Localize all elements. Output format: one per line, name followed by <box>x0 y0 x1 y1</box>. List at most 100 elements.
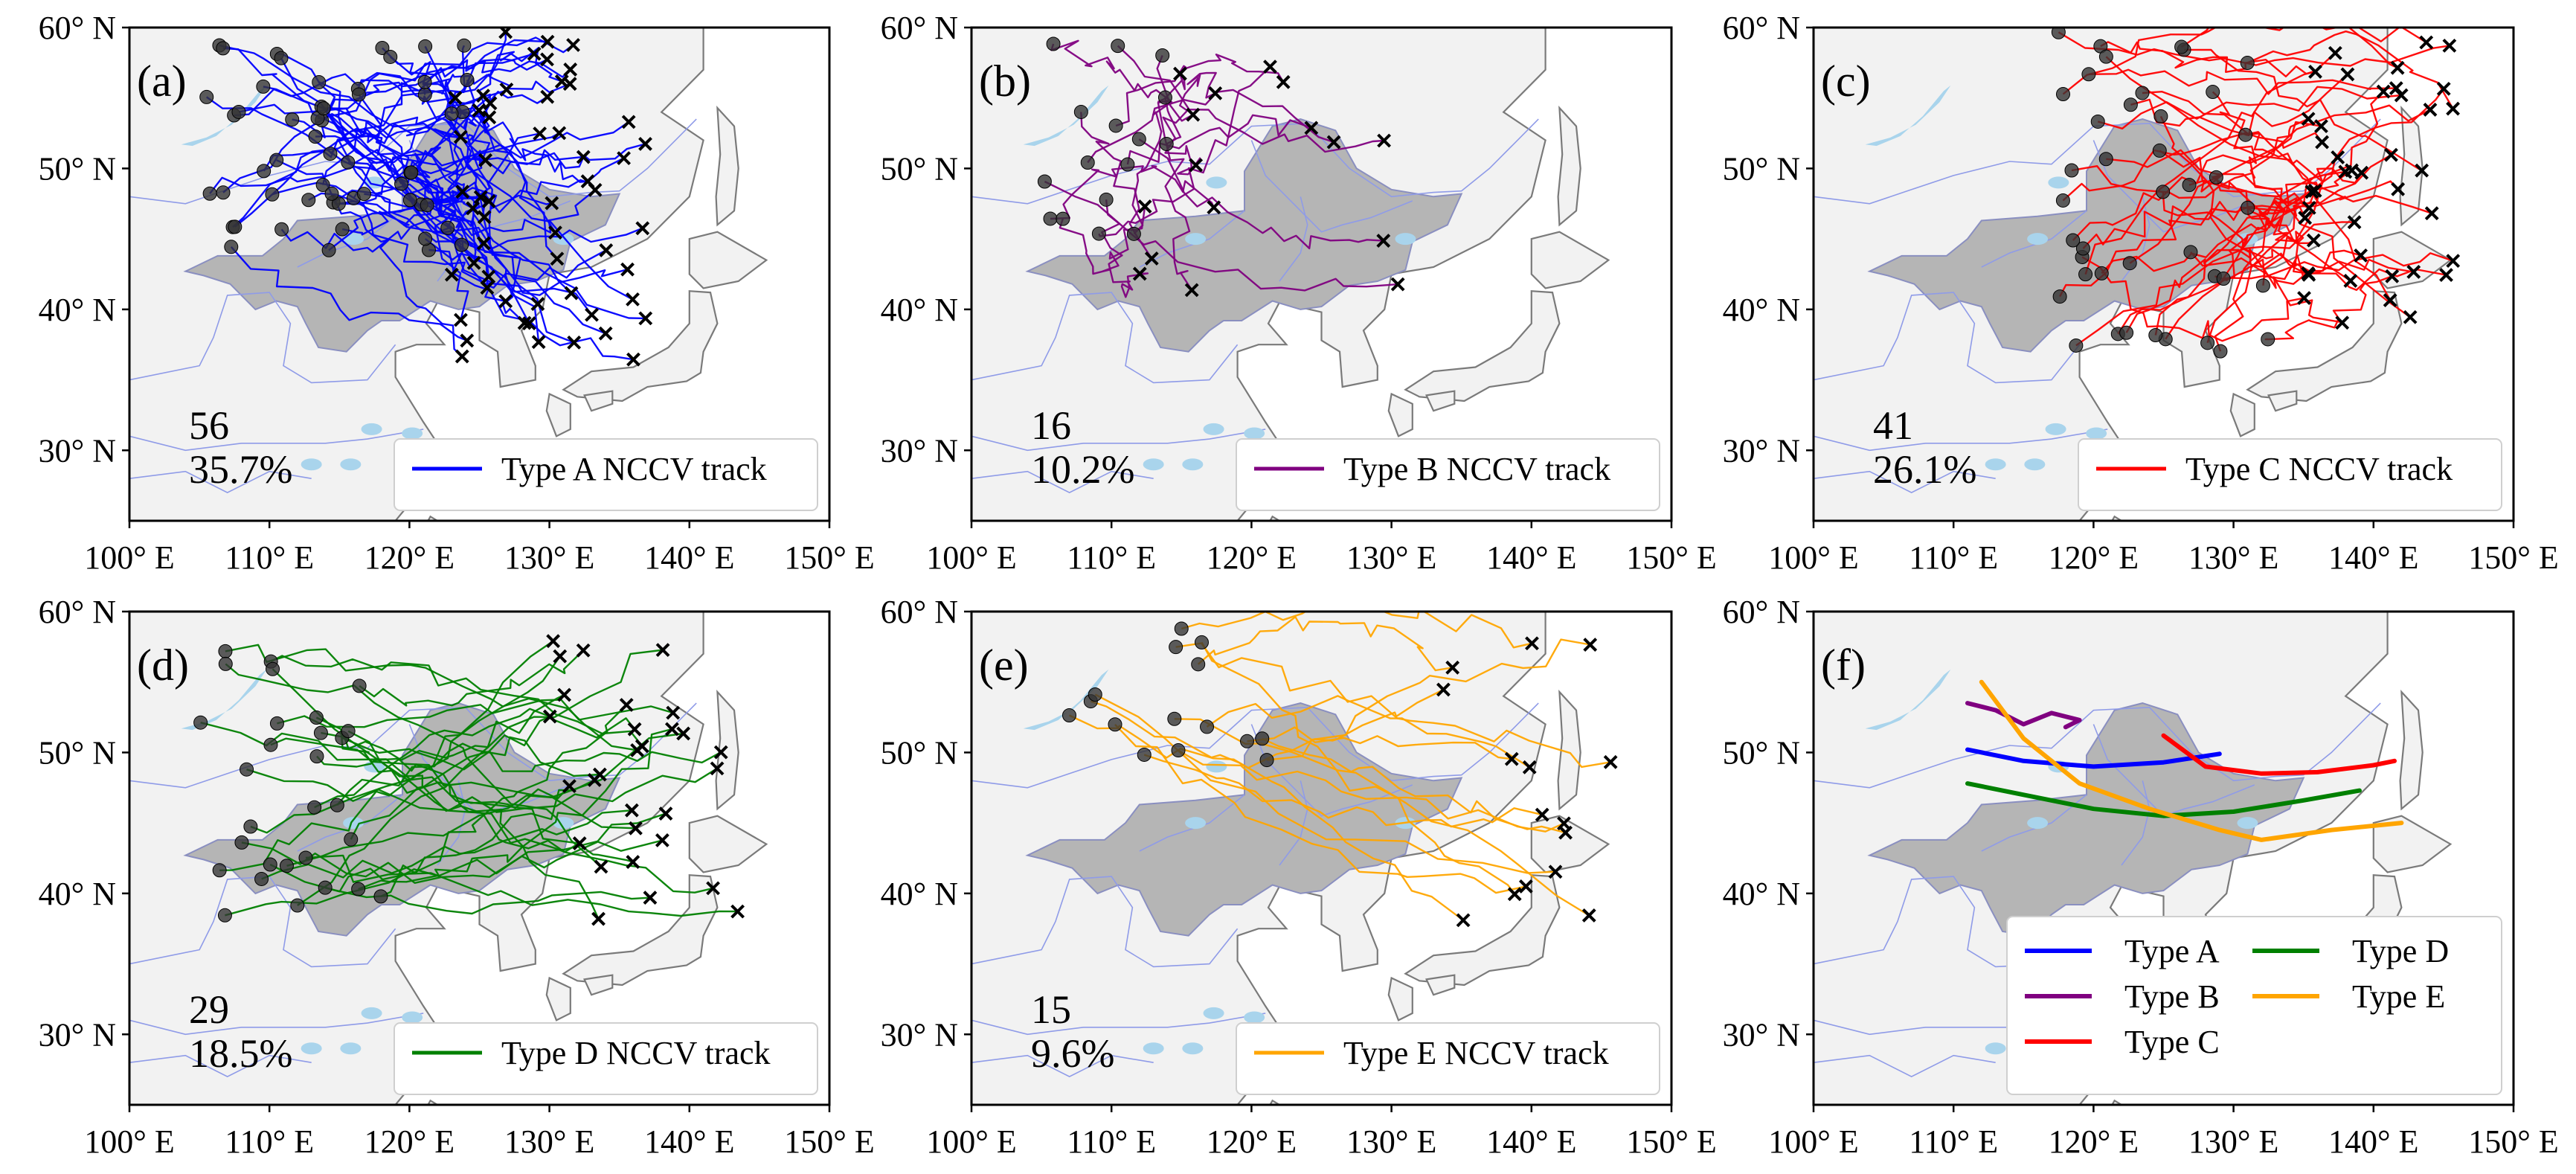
lysis-marker <box>1548 865 1563 879</box>
island <box>1387 392 1413 437</box>
lysis-marker <box>1377 133 1392 148</box>
legend-label: Type B <box>2124 978 2220 1015</box>
island <box>715 689 739 811</box>
x-tick-label: 100° E <box>84 1123 174 1160</box>
lake <box>340 1042 362 1055</box>
lysis-marker <box>2302 200 2316 215</box>
genesis-marker <box>2135 86 2150 100</box>
genesis-marker <box>1108 118 1123 133</box>
x-tick-label: 120° E <box>364 539 455 576</box>
genesis-marker <box>341 724 356 739</box>
lysis-marker <box>455 349 469 364</box>
track-line <box>1262 737 1566 834</box>
lysis-marker <box>587 773 602 787</box>
genesis-marker <box>218 644 233 658</box>
track-line <box>2246 31 2454 109</box>
track-line <box>2088 68 2397 95</box>
lysis-marker <box>1436 682 1451 697</box>
lake <box>1985 458 2006 471</box>
track-line <box>347 730 634 863</box>
river <box>129 1013 424 1036</box>
lysis-marker <box>621 115 636 129</box>
lysis-marker <box>2419 35 2434 50</box>
x-tick-label: 110° E <box>225 1123 314 1160</box>
legend: Type C NCCV track <box>2078 438 2502 511</box>
genesis-marker <box>418 39 433 54</box>
x-tick-label: 140° E <box>2328 539 2418 576</box>
lake <box>402 427 423 440</box>
track-line <box>1201 641 1516 895</box>
island <box>562 290 719 402</box>
y-tick-label: 40° N <box>1723 876 1800 912</box>
genesis-marker <box>2261 332 2275 347</box>
track-count: 15 <box>1031 987 1071 1032</box>
lysis-marker <box>2389 81 2403 96</box>
lysis-marker <box>481 269 496 284</box>
lysis-marker <box>2340 67 2355 82</box>
genesis-marker <box>1131 132 1146 147</box>
x-tick-label: 120° E <box>2049 1123 2139 1160</box>
y-tick-label: 60° N <box>39 594 116 630</box>
lake <box>301 1042 322 1055</box>
x-tick-label: 150° E <box>784 1123 874 1160</box>
lysis-marker <box>588 182 603 197</box>
track-line <box>450 47 562 115</box>
genesis-marker <box>1108 717 1122 732</box>
legend-box <box>394 438 818 511</box>
track-count: 56 <box>189 403 229 448</box>
genesis-marker <box>2090 114 2105 129</box>
marker-group <box>1061 621 1618 928</box>
lysis-marker <box>664 722 679 737</box>
genesis-marker <box>331 196 346 211</box>
track-line <box>219 655 561 871</box>
lysis-marker <box>460 333 475 348</box>
lake <box>1206 176 1227 189</box>
genesis-marker <box>1120 157 1135 172</box>
river <box>437 780 466 866</box>
island <box>1424 390 1456 412</box>
y-tick-label: 40° N <box>881 292 958 328</box>
lysis-marker <box>591 911 606 926</box>
island <box>2372 815 2453 873</box>
genesis-marker <box>2098 49 2113 64</box>
river <box>1250 140 1413 233</box>
lysis-marker <box>617 151 632 166</box>
lysis-marker <box>557 687 571 702</box>
genesis-marker <box>2094 266 2109 280</box>
mean-track-type-b <box>1965 701 2082 730</box>
lysis-marker <box>1603 754 1618 769</box>
lake <box>1185 233 1207 246</box>
mean-track-type-c <box>2161 733 2397 776</box>
lysis-marker <box>455 185 470 199</box>
river <box>129 292 396 384</box>
genesis-marker <box>1088 687 1102 702</box>
panel-label: (f) <box>1821 641 1866 690</box>
track-line <box>2214 192 2310 352</box>
track-line <box>241 812 667 884</box>
y-tick-label: 60° N <box>881 10 958 46</box>
island <box>2399 689 2424 811</box>
y-tick-label: 60° N <box>881 594 958 630</box>
track-line <box>1059 206 1146 275</box>
river <box>971 702 1539 789</box>
lysis-marker <box>627 722 642 737</box>
track-line <box>2262 91 2384 286</box>
genesis-marker <box>2055 193 2070 208</box>
track-line <box>234 53 535 228</box>
lysis-marker <box>2301 112 2316 126</box>
lake <box>1182 458 1204 471</box>
axes-frame <box>128 26 831 522</box>
track-line <box>272 182 553 210</box>
lysis-marker <box>2385 269 2400 283</box>
track-line <box>1090 700 1464 921</box>
marker-group <box>199 28 653 367</box>
genesis-marker <box>1194 635 1209 649</box>
track-line <box>328 132 560 251</box>
island <box>582 974 614 996</box>
panel-f: 100° E 110° E 120° E 130° E 140° E 150° E 60° … <box>1723 594 2559 1160</box>
genesis-marker <box>1046 36 1061 51</box>
genesis-marker <box>2213 344 2228 359</box>
lysis-marker <box>1507 887 1522 902</box>
lysis-marker <box>599 243 614 257</box>
